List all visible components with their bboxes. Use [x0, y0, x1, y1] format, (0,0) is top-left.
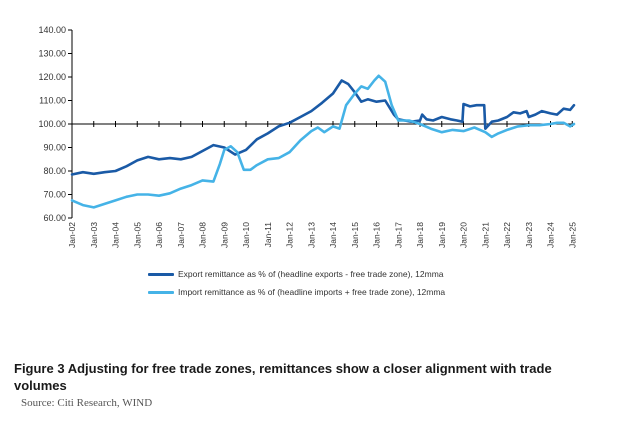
- x-tick-label: Jan-16: [372, 222, 382, 248]
- legend-swatch-import: [148, 290, 174, 294]
- y-tick-label: 60.00: [43, 213, 66, 223]
- chart-legend: Export remittance as % of (headline expo…: [148, 265, 445, 301]
- legend-label-import: Import remittance as % of (headline impo…: [178, 287, 446, 297]
- x-tick-label: Jan-20: [459, 222, 469, 248]
- x-tick-label: Jan-10: [241, 222, 251, 248]
- x-tick-label: Jan-06: [154, 222, 164, 248]
- x-tick-label: Jan-08: [198, 222, 208, 248]
- y-tick-label: 110.00: [39, 96, 66, 106]
- legend-swatch-export: [148, 272, 174, 276]
- x-tick-label: Jan-23: [524, 222, 534, 248]
- x-tick-label: Jan-17: [393, 222, 403, 248]
- x-tick-label: Jan-07: [176, 222, 186, 248]
- x-tick-label: Jan-22: [502, 222, 512, 248]
- x-tick-label: Jan-25: [567, 222, 577, 248]
- y-tick-label: 120.00: [38, 72, 66, 82]
- x-tick-label: Jan-19: [437, 222, 447, 248]
- y-tick-label: 80.00: [43, 166, 66, 176]
- y-tick-label: 90.00: [43, 143, 66, 153]
- y-tick-label: 140.00: [38, 25, 66, 35]
- x-tick-label: Jan-09: [219, 222, 229, 248]
- figure-caption: Figure 3 Adjusting for free trade zones,…: [14, 361, 552, 393]
- x-tick-label: Jan-15: [350, 222, 360, 248]
- export-remittance-line: [70, 79, 576, 176]
- x-tick-label: Jan-05: [132, 222, 142, 248]
- legend-label-export: Export remittance as % of (headline expo…: [178, 269, 444, 279]
- figure-source: Source: Citi Research, WIND: [21, 397, 153, 409]
- x-tick-label: Jan-14: [328, 222, 338, 248]
- legend-item-export: Export remittance as % of (headline expo…: [148, 265, 445, 283]
- x-tick-label: Jan-04: [111, 222, 121, 248]
- x-tick-label: Jan-11: [263, 222, 273, 248]
- x-tick-label: Jan-03: [89, 222, 99, 248]
- x-tick-label: Jan-12: [285, 222, 295, 248]
- y-axis: 60.00 70.00 80.00 90.00 100.00 110.00 120.00 13…: [38, 25, 73, 223]
- x-tick-label: Jan-02: [67, 222, 77, 248]
- legend-item-import: Import remittance as % of (headline impo…: [148, 283, 445, 301]
- x-tick-label: Jan-18: [415, 222, 425, 248]
- x-tick-label: Jan-24: [546, 222, 556, 248]
- y-tick-label: 100.00: [38, 119, 66, 129]
- y-tick-label: 130.00: [38, 49, 66, 59]
- import-remittance-line: [70, 74, 576, 209]
- x-tick-label: Jan-13: [306, 222, 316, 248]
- x-axis: Jan-02 Jan-03 Jan-04 Jan-05 Jan-06 Jan-07 Jan-…: [67, 121, 577, 248]
- chart-canvas: 60.00 70.00 80.00 90.00 100.00 110.00 120.00 13…: [38, 25, 577, 248]
- x-tick-label: Jan-21: [480, 222, 490, 248]
- series-lines: [70, 74, 576, 209]
- y-tick-label: 70.00: [43, 190, 66, 200]
